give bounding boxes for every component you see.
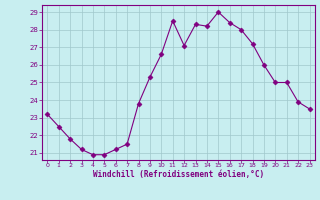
X-axis label: Windchill (Refroidissement éolien,°C): Windchill (Refroidissement éolien,°C) — [93, 170, 264, 179]
